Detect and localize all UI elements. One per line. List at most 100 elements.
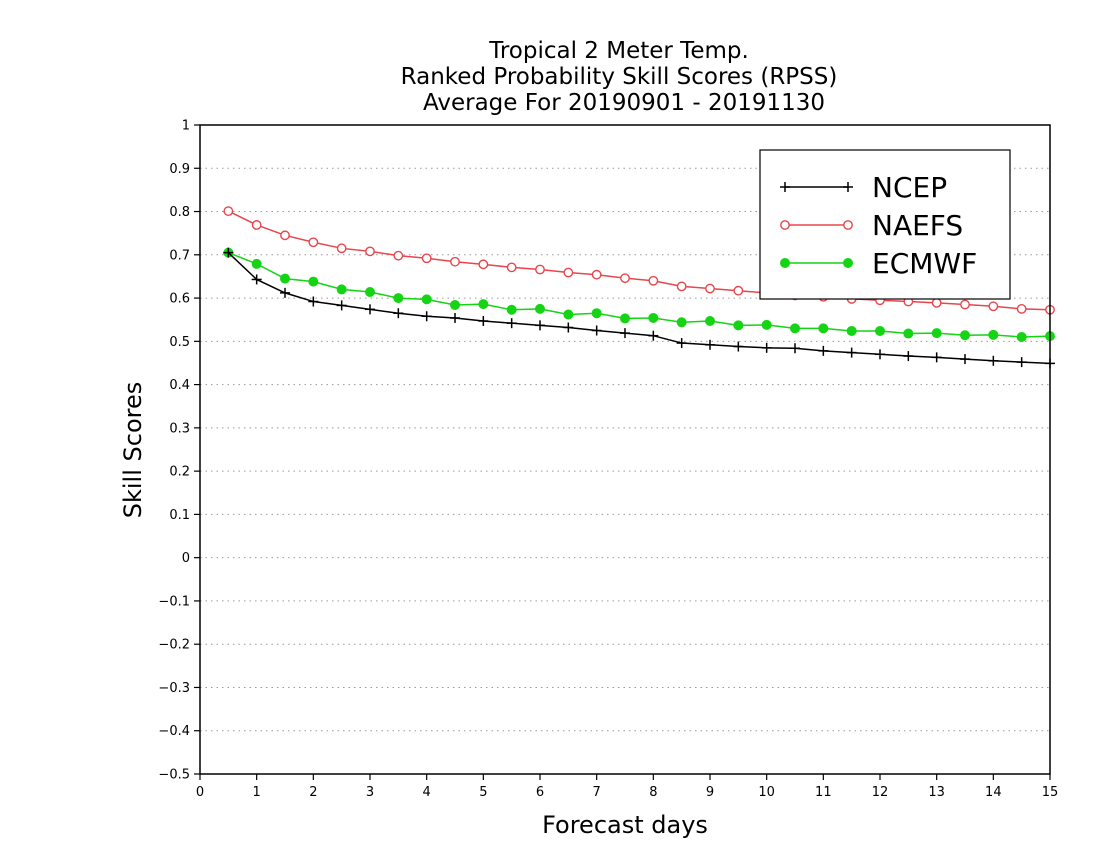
y-tick-label: 0.3 [169, 421, 190, 436]
data-point-naefs [733, 285, 744, 296]
y-tick-label: 0 [182, 551, 190, 566]
data-point-naefs [988, 301, 999, 312]
data-point-ecmwf [280, 273, 290, 284]
legend-marker-ecmwf [780, 258, 790, 268]
data-point-ncep [280, 287, 290, 298]
chart-title-line-1: Tropical 2 Meter Temp. [488, 38, 749, 64]
data-point-ncep [875, 349, 885, 360]
data-point-naefs [478, 259, 489, 270]
data-point-ncep [506, 318, 517, 329]
data-point-ncep [308, 296, 319, 307]
x-tick-label: 15 [1042, 785, 1059, 800]
data-point-naefs [535, 264, 545, 275]
x-tick-label: 6 [536, 785, 544, 800]
y-axis-label: Skill Scores [119, 382, 147, 519]
y-tick-label: −0.5 [158, 768, 190, 783]
data-point-ecmwf [648, 312, 659, 323]
data-point-ncep [846, 347, 857, 358]
y-tick-label: 0.8 [169, 205, 190, 220]
data-point-ncep [591, 325, 602, 336]
data-point-ecmwf [393, 293, 404, 304]
data-point-ecmwf [308, 276, 319, 287]
y-axis: −0.5 −0.4 −0.3 −0.2 −0.1 0 0.1 0.2 0.3 0.4 0.5 0.6 0… [158, 119, 200, 783]
data-point-ncep [365, 304, 375, 315]
data-point-ncep [393, 308, 404, 319]
data-point-ncep [705, 339, 715, 350]
data-point-ecmwf [365, 287, 375, 298]
chart-title: Tropical 2 Meter Temp. Ranked Probabilit… [401, 38, 838, 116]
data-point-naefs [450, 256, 460, 267]
data-point-ncep [535, 320, 545, 331]
data-point-ncep [733, 341, 744, 352]
data-point-ncep [903, 351, 914, 362]
data-point-ncep [988, 355, 999, 366]
x-tick-label: 14 [985, 785, 1002, 800]
data-point-ecmwf [818, 323, 829, 334]
chart-title-line-3: Average For 20190901 - 20191130 [423, 90, 825, 116]
data-point-naefs [251, 220, 262, 230]
data-point-naefs [223, 206, 234, 217]
data-point-ncep [620, 328, 630, 339]
data-point-ncep [790, 343, 800, 354]
legend-marker-ncep [780, 182, 790, 192]
data-point-naefs [648, 275, 659, 286]
data-point-naefs [280, 230, 290, 241]
x-tick-label: 4 [423, 785, 431, 800]
data-point-ecmwf [620, 313, 630, 324]
x-tick-label: 9 [706, 785, 714, 800]
legend-entry-naefs: NAEFS [780, 209, 963, 242]
y-tick-label: 0.5 [169, 335, 190, 350]
legend-entries: NCEP NAEFS ECMWF [780, 171, 977, 280]
data-point-ecmwf [591, 308, 602, 319]
legend-entry-ecmwf: ECMWF [780, 247, 977, 280]
data-point-ecmwf [478, 299, 489, 310]
data-point-ecmwf [988, 329, 999, 340]
data-point-ecmwf [1016, 332, 1027, 343]
data-point-naefs [705, 283, 715, 294]
y-tick-label: 0.6 [169, 292, 190, 307]
data-point-naefs [591, 269, 602, 280]
y-tick-label: 0.4 [169, 378, 190, 393]
legend: NCEP NAEFS ECMWF [759, 149, 1011, 300]
data-point-ecmwf [506, 304, 517, 315]
legend-label-ncep: NCEP [872, 171, 947, 204]
legend-marker-ecmwf [843, 258, 853, 268]
data-point-ncep [761, 342, 772, 353]
x-tick-label: 1 [253, 785, 261, 800]
data-point-ecmwf [563, 309, 574, 320]
y-tick-label: −0.4 [158, 724, 190, 739]
x-tick-label: 8 [649, 785, 657, 800]
data-point-ncep [450, 312, 460, 323]
data-point-naefs [336, 243, 347, 254]
data-point-naefs [421, 253, 432, 264]
data-point-naefs [365, 246, 375, 257]
x-tick-label: 3 [366, 785, 374, 800]
x-tick-label: 10 [758, 785, 775, 800]
legend-label-ecmwf: ECMWF [872, 247, 977, 280]
data-point-ncep [223, 247, 234, 258]
data-point-ncep [648, 330, 659, 341]
x-axis: 0 1 2 3 4 5 6 7 8 9 10 11 12 13 14 15 [196, 774, 1058, 800]
y-tick-label: −0.2 [158, 638, 190, 653]
data-point-ecmwf [535, 303, 545, 314]
data-point-naefs [563, 267, 574, 278]
x-tick-label: 5 [479, 785, 487, 800]
y-tick-label: −0.3 [158, 681, 190, 696]
x-tick-label: 2 [309, 785, 317, 800]
x-axis-label: Forecast days [542, 811, 708, 839]
data-point-naefs [676, 281, 687, 292]
data-point-ecmwf [421, 294, 432, 305]
data-point-ecmwf [336, 284, 347, 295]
data-point-ecmwf [931, 328, 942, 339]
legend-marker-naefs [780, 220, 790, 230]
data-point-ecmwf [875, 325, 885, 336]
data-point-ncep [478, 315, 489, 326]
data-point-ecmwf [790, 323, 800, 334]
data-point-ecmwf [251, 258, 262, 269]
data-point-ncep [818, 345, 829, 356]
data-point-naefs [620, 273, 630, 284]
x-tick-label: 0 [196, 785, 204, 800]
y-tick-label: 0.9 [169, 162, 190, 177]
data-point-naefs [308, 237, 319, 248]
series-ecmwf [223, 247, 1055, 343]
